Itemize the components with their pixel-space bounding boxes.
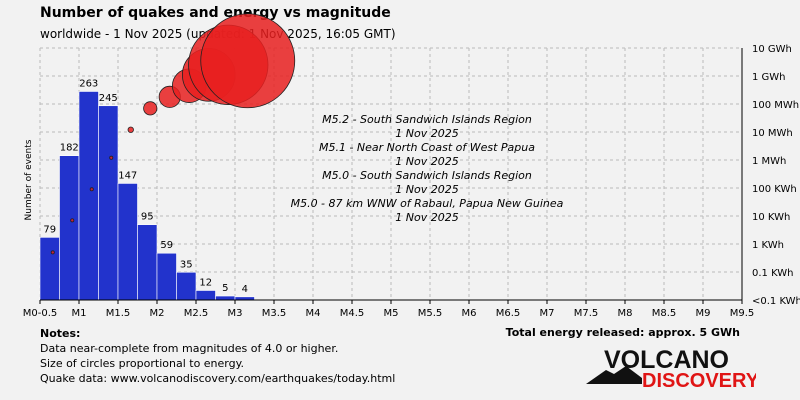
bar — [137, 224, 158, 301]
event-annotation: M5.2 - South Sandwich Islands Region — [322, 113, 532, 126]
energy-tick-label: 1 GWh — [752, 72, 786, 83]
energy-tick-label: 10 MWh — [752, 128, 793, 139]
x-tick-label: M9.5 — [730, 308, 755, 319]
energy-circle — [143, 101, 158, 116]
bar — [156, 252, 177, 301]
x-tick-label: M7 — [540, 308, 555, 319]
axes: 10 GWh 1 GWh 100 MWh 10 MWh 1 MWh 100 KWh 10 K… — [23, 44, 800, 319]
x-tick-label: M9 — [696, 308, 711, 319]
note-line[interactable]: Quake data: www.volcanodiscovery.com/ear… — [40, 372, 396, 385]
bar — [98, 105, 119, 301]
event-annotation: 1 Nov 2025 — [395, 155, 458, 168]
x-tick-label: M5.5 — [418, 308, 443, 319]
energy-tick-label: <0.1 KWh — [752, 296, 800, 307]
notes-block: Notes: Data near-complete from magnitude… — [40, 326, 395, 386]
bar-value-label: 245 — [99, 93, 118, 104]
x-tick-label: M0-0.5 — [23, 308, 58, 319]
bar-value-label: 4 — [242, 284, 248, 295]
x-tick-label: M8.5 — [652, 308, 677, 319]
x-tick-label: M1 — [72, 308, 87, 319]
event-annotation: 1 Nov 2025 — [395, 127, 458, 140]
energy-circle — [50, 250, 55, 255]
note-line: Data near-complete from magnitudes of 4.… — [40, 342, 339, 355]
x-tick-label: M4.5 — [340, 308, 365, 319]
bar — [195, 290, 216, 301]
x-tick-label: M1.5 — [106, 308, 131, 319]
bar-value-label: 5 — [222, 283, 228, 294]
energy-tick-label: 1 KWh — [752, 240, 784, 251]
bar — [39, 237, 60, 301]
event-annotation: 1 Nov 2025 — [395, 183, 458, 196]
bar-value-label: 59 — [160, 240, 173, 251]
notes-heading: Notes: — [40, 327, 81, 340]
bar — [215, 295, 236, 301]
energy-circle — [127, 126, 134, 133]
y-axis-label: Number of events — [24, 139, 34, 220]
bar-value-label: 263 — [79, 78, 98, 89]
bar-value-label: 147 — [118, 170, 137, 181]
energy-tick-label: 10 GWh — [752, 44, 792, 55]
energy-circles — [50, 13, 296, 255]
x-tick-label: M2 — [150, 308, 165, 319]
event-annotation: M5.0 - South Sandwich Islands Region — [322, 169, 532, 182]
bar-value-label: 182 — [60, 143, 79, 154]
bar — [78, 91, 99, 301]
bar-value-label: 35 — [180, 259, 193, 270]
bar — [176, 271, 197, 301]
volcano-discovery-logo[interactable]: VOLCANO DISCOVERY — [586, 344, 756, 390]
x-tick-label: M4 — [306, 308, 321, 319]
event-annotation: M5.1 - Near North Coast of West Papua — [319, 141, 535, 154]
volcano-mountain-icon — [586, 366, 642, 384]
bar — [59, 155, 80, 301]
energy-tick-label: 0.1 KWh — [752, 268, 794, 279]
x-tick-label: M6 — [462, 308, 477, 319]
event-annotation: M5.0 - 87 km WNW of Rabaul, Papua New Gu… — [291, 197, 564, 210]
x-tick-label: M6.5 — [496, 308, 521, 319]
x-tick-label: M2.5 — [184, 308, 209, 319]
x-tick-label: M3 — [228, 308, 243, 319]
energy-tick-label: 1 MWh — [752, 156, 786, 167]
x-tick-label: M3.5 — [262, 308, 287, 319]
energy-circle — [89, 187, 94, 192]
energy-tick-label: 100 MWh — [752, 100, 799, 111]
total-energy: Total energy released: approx. 5 GWh — [505, 326, 740, 339]
energy-circle — [70, 218, 75, 223]
energy-circle — [200, 13, 296, 109]
x-tick-label: M5 — [384, 308, 399, 319]
x-tick-label: M7.5 — [574, 308, 599, 319]
logo-word-discovery: DISCOVERY — [642, 370, 756, 390]
x-tick-label: M8 — [618, 308, 633, 319]
event-annotation: 1 Nov 2025 — [395, 211, 458, 224]
logo-word-volcano: VOLCANO — [604, 346, 729, 374]
note-line: Size of circles proportional to energy. — [40, 357, 245, 370]
energy-tick-label: 10 KWh — [752, 212, 790, 223]
bar — [117, 183, 138, 301]
bar-value-label: 95 — [141, 212, 154, 223]
energy-circle — [109, 155, 114, 160]
bar-value-label: 79 — [43, 224, 56, 235]
chart-title: Number of quakes and energy vs magnitude — [40, 5, 391, 21]
bar-value-label: 12 — [199, 277, 212, 288]
energy-tick-label: 100 KWh — [752, 184, 797, 195]
